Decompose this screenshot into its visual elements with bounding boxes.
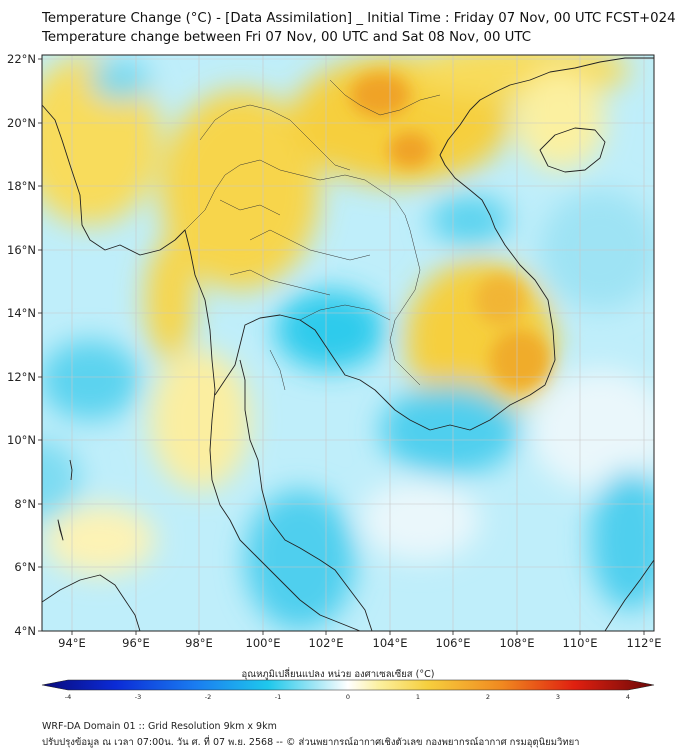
lat-label-10n: 10°N	[7, 433, 36, 447]
colorbar-tick-label: 1	[416, 693, 420, 701]
lon-label-106e: 106°E	[436, 636, 471, 650]
colorbar-tick-label: 3	[556, 693, 560, 701]
lon-label-112e: 112°E	[627, 636, 662, 650]
lon-label-100e: 100°E	[246, 636, 281, 650]
lat-label-16n: 16°N	[7, 243, 36, 257]
lon-label-94e: 94°E	[58, 636, 86, 650]
colorbar-tick-label: -3	[135, 693, 141, 701]
colorbar-tick-label: 4	[626, 693, 630, 701]
lon-label-108e: 108°E	[500, 636, 535, 650]
colorbar: -4 -3 -2 -1 0 1 2 3 4	[41, 679, 655, 701]
lat-label-8n: 8°N	[14, 497, 36, 511]
internal-borders	[184, 79, 441, 391]
model-info: WRF-DA Domain 01 :: Grid Resolution 9km …	[42, 721, 277, 732]
lat-label-12n: 12°N	[7, 370, 36, 384]
colorbar-tick-label: 0	[346, 693, 350, 701]
coastlines	[42, 57, 654, 631]
lat-label-4n: 4°N	[14, 624, 36, 638]
colorbar-label: อุณหภูมิเปลี่ยนแปลง หน่วย องศาเซลเซียส (…	[241, 669, 435, 680]
graticule	[42, 55, 654, 631]
colorbar-gradient	[41, 679, 655, 691]
lon-label-96e: 96°E	[122, 636, 150, 650]
update-credit: ปรับปรุงข้อมูล ณ เวลา 07:00น. วัน ศ. ที่…	[42, 737, 580, 748]
temperature-field	[42, 55, 654, 631]
colorbar-tick-label: -4	[65, 693, 71, 701]
map-subtitle: Temperature change between Fri 07 Nov, 0…	[42, 30, 532, 45]
map-frame	[41, 54, 655, 632]
lat-label-22n: 22°N	[7, 52, 36, 66]
lon-label-98e: 98°E	[185, 636, 213, 650]
lat-label-6n: 6°N	[14, 560, 36, 574]
axis-ticks	[38, 58, 645, 635]
lon-label-104e: 104°E	[373, 636, 408, 650]
colorbar-tick-label: 2	[486, 693, 490, 701]
lon-label-110e: 110°E	[563, 636, 598, 650]
lat-label-18n: 18°N	[7, 179, 36, 193]
temperature-change-map: 22°N 20°N 18°N 16°N 14°N 12°N 10°N 8°N 6…	[7, 52, 662, 650]
colorbar-tick-label: -2	[205, 693, 211, 701]
lat-label-14n: 14°N	[7, 306, 36, 320]
lon-label-102e: 102°E	[309, 636, 344, 650]
colorbar-tick-label: -1	[275, 693, 281, 701]
lat-label-20n: 20°N	[7, 116, 36, 130]
map-title: Temperature Change (°C) - [Data Assimila…	[42, 11, 676, 26]
